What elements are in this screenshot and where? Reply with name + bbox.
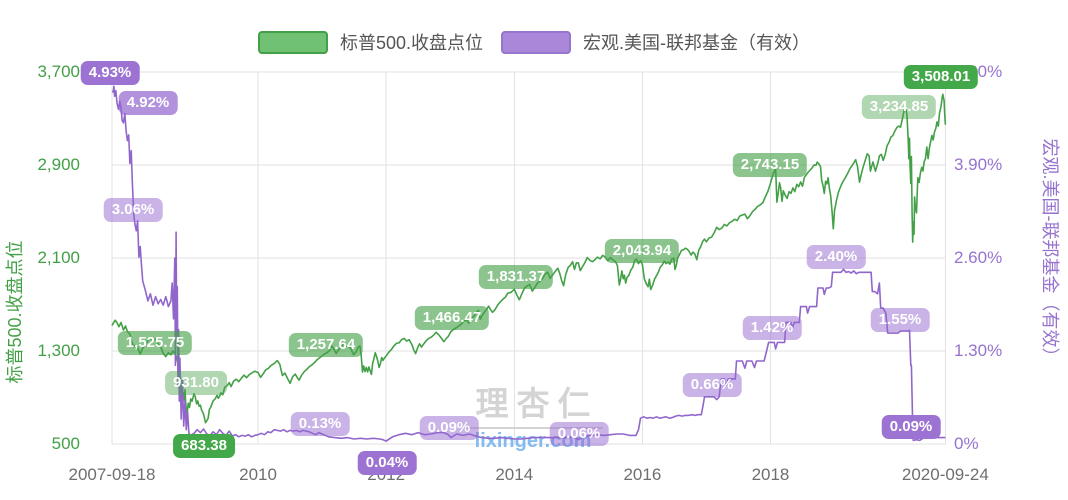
legend: 标普500.收盘点位 宏观.美国-联邦基金（有效） [0,29,1068,55]
y-left-tick: 2,900 [37,155,80,174]
fedfunds-legend-label[interactable]: 宏观.美国-联邦基金（有效） [583,33,811,53]
annotation-badge: 0.66% [682,373,742,397]
annotation-badge: 2,043.94 [604,239,680,263]
annotation-badge: 2,743.15 [732,153,808,177]
sp500-legend-label[interactable]: 标普500.收盘点位 [339,33,484,53]
legend-item-sp500[interactable]: 标普500.收盘点位 [257,29,484,55]
legend-item-fedfunds[interactable]: 宏观.美国-联邦基金（有效） [501,29,810,55]
y-right-tick: 1.30% [954,341,1003,360]
annotation-badge: 4.93% [80,61,140,85]
annotation-badge: 1.55% [870,308,930,332]
y-left-tick: 1,300 [37,341,80,360]
y-left-tick: 3,700 [37,62,80,81]
sp500-line[interactable] [111,93,947,424]
y-left-tick: 500 [51,434,80,453]
annotation-badge: 0.09% [881,415,941,439]
x-tick: 2020-09-24 [901,465,989,484]
annotation-badge: 1,831.37 [478,265,554,289]
annotation-badge: 1.42% [742,316,802,340]
y-right-tick: 3.90% [954,155,1003,174]
annotation-badge: 3.06% [103,198,163,222]
y-left-tick: 2,100 [37,248,80,267]
fedfunds-legend-swatch[interactable] [501,30,572,54]
annotation-badge: 0.06% [549,422,609,446]
annotation-badge: 1,466.47 [414,306,490,330]
x-tick: 2010 [239,465,277,484]
annotation-badge: 683.38 [173,434,235,458]
sp500-legend-swatch[interactable] [257,30,328,54]
annotation-badge: 1,257.64 [288,333,364,357]
y-right-tick: 2.60% [954,248,1003,267]
annotation-badge: 2.40% [806,245,866,269]
annotation-badge: 931.80 [165,371,227,395]
x-tick: 2018 [751,465,790,484]
annotation-badge: 1,525.75 [117,331,193,355]
x-tick: 2007-09-18 [68,465,156,484]
annotation-badge: 4.92% [118,91,178,115]
annotation-badge: 0.09% [419,416,479,440]
annotation-badge: 3,508.01 [903,65,979,89]
annotation-badge: 0.13% [290,412,350,436]
y-right-tick: 0% [954,434,979,453]
annotation-badge: 3,234.85 [861,95,937,119]
annotation-badge: 0.04% [357,451,417,475]
x-tick: 2014 [495,465,534,484]
x-tick: 2016 [623,465,662,484]
